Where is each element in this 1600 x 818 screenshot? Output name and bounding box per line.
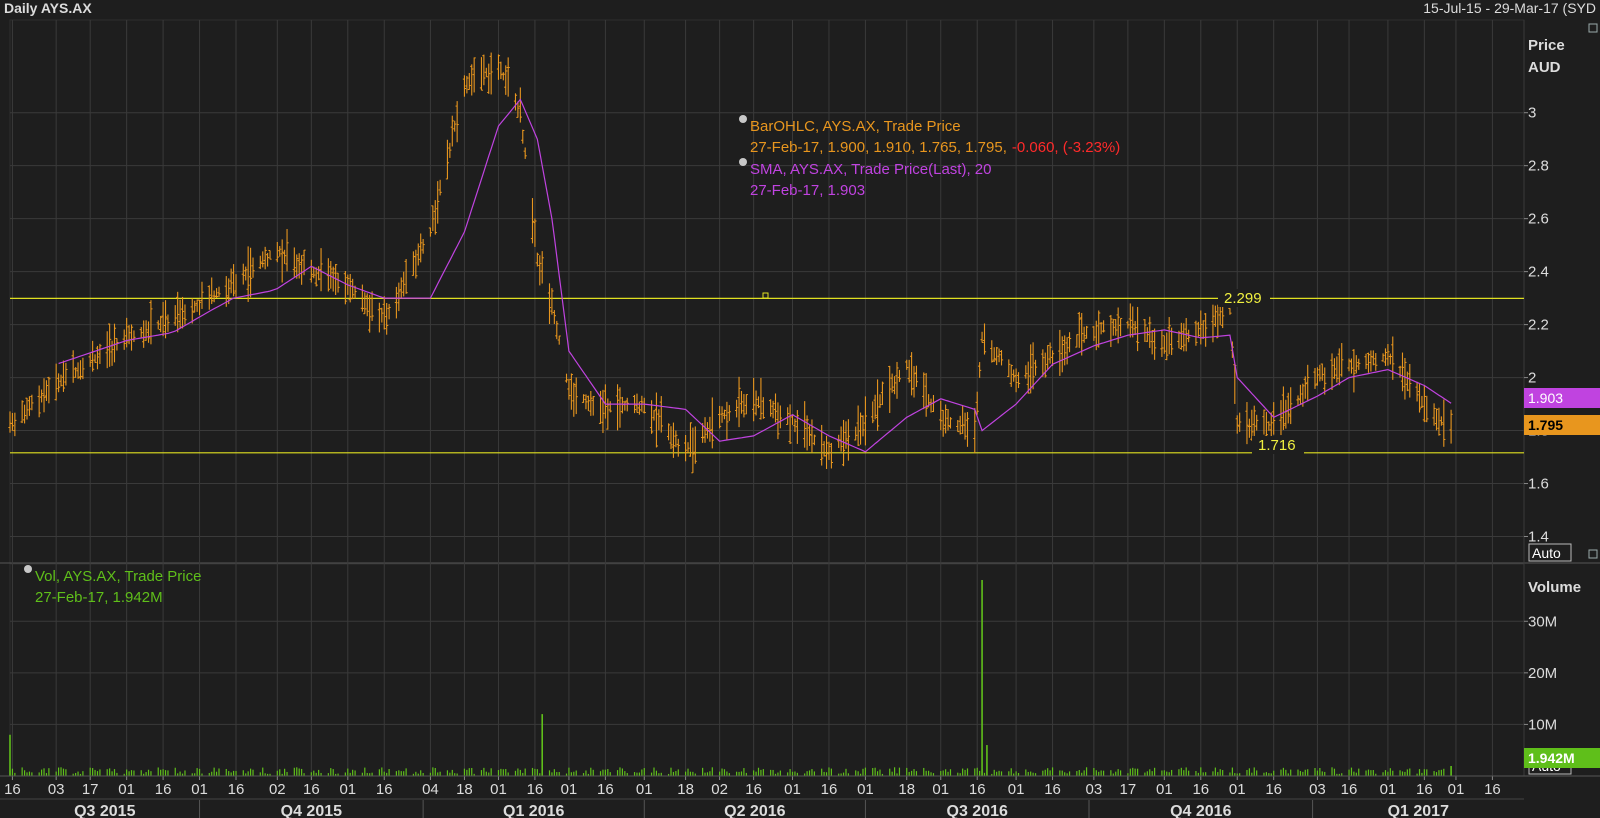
date-tick-label: 03: [1086, 781, 1103, 798]
date-tick-label: 01: [932, 781, 949, 798]
sma-line: [58, 98, 1452, 453]
grid-lines: [10, 20, 1524, 776]
price-tick-label: 2: [1528, 370, 1536, 387]
vol-legend-name: Vol, AYS.AX, Trade Price: [35, 568, 201, 585]
date-tick-label: 01: [784, 781, 801, 798]
date-tick-label: 01: [1008, 781, 1025, 798]
quarter-label: Q4 2016: [1170, 803, 1231, 818]
date-tick-label: 01: [339, 781, 356, 798]
date-tick-label: 16: [597, 781, 614, 798]
ref-line-handle[interactable]: [762, 292, 769, 299]
price-tick-label: 3: [1528, 105, 1536, 122]
ref-low-label: 1.716: [1258, 437, 1296, 454]
date-tick-label: 16: [4, 781, 21, 798]
date-tick-label: 16: [228, 781, 245, 798]
volume-tick-label: 30M: [1528, 613, 1557, 630]
price-tick-label: 2.2: [1528, 317, 1549, 334]
date-range: 15-Jul-15 - 29-Mar-17 (SYD: [1423, 0, 1596, 16]
date-tick-label: 16: [1484, 781, 1501, 798]
date-tick-label: 16: [1416, 781, 1433, 798]
bar-legend-name: BarOHLC, AYS.AX, Trade Price: [750, 118, 961, 135]
price-tick-label: 2.4: [1528, 264, 1549, 281]
price-tick-label: 2.6: [1528, 211, 1549, 228]
volume-tick-label: 10M: [1528, 716, 1557, 733]
quarter-label: Q3 2015: [74, 803, 135, 818]
date-tick-label: 16: [821, 781, 838, 798]
date-tick-label: 16: [1341, 781, 1358, 798]
vol-legend-icon[interactable]: [24, 565, 32, 573]
price-axis-title: Price: [1528, 37, 1565, 54]
bar-legend-line: 27-Feb-17, 1.900, 1.910, 1.765, 1.795, -0…: [750, 139, 1120, 156]
date-tick-label: 16: [155, 781, 172, 798]
quarter-label: Q1 2017: [1388, 803, 1449, 818]
sma-last-badge: [1524, 388, 1600, 408]
price-tick-label: 1.6: [1528, 476, 1549, 493]
date-axis: 16 03 17 01 16 01 16 02 16 01 16 04 18 01 16 01 16 01 18 02…: [0, 775, 1600, 818]
vol-legend-values: 27-Feb-17, 1.942M: [35, 589, 163, 606]
date-tick-label: 01: [490, 781, 507, 798]
bar-legend-icon[interactable]: [739, 115, 747, 123]
date-tick-label: 16: [527, 781, 544, 798]
volume-axis-title: Volume: [1528, 579, 1581, 596]
date-tick-label: 16: [1192, 781, 1209, 798]
chart-title: Daily AYS.AX: [4, 0, 92, 16]
panel-menu-icon[interactable]: [1588, 549, 1598, 559]
date-tick-label: 01: [561, 781, 578, 798]
date-tick-label: 16: [376, 781, 393, 798]
quarter-label: Q1 2016: [503, 803, 564, 818]
date-tick-label: 17: [82, 781, 99, 798]
bar-legend-values: 27-Feb-17, 1.900, 1.910, 1.765, 1.795,: [750, 139, 1007, 156]
date-tick-label: 16: [1265, 781, 1282, 798]
ref-high-label-bg: [1218, 289, 1270, 307]
price-auto-button[interactable]: [1528, 543, 1572, 562]
ref-high-label: 2.299: [1224, 290, 1262, 307]
date-tick-label: 01: [1156, 781, 1173, 798]
quarter-label: Q3 2016: [947, 803, 1008, 818]
volume-last-value: 1.942M: [1528, 750, 1575, 766]
date-tick-label: 01: [1380, 781, 1397, 798]
price-last-badge: [1524, 415, 1600, 435]
ref-low-label-bg: [1252, 436, 1304, 454]
price-auto-label: Auto: [1532, 545, 1561, 561]
date-tick-label: 02: [269, 781, 286, 798]
date-tick-label: 01: [1229, 781, 1246, 798]
quarter-label: Q2 2016: [724, 803, 785, 818]
volume-last-badge: [1524, 748, 1600, 768]
date-tick-label: 17: [1120, 781, 1137, 798]
sma-legend-name: SMA, AYS.AX, Trade Price(Last), 20: [750, 161, 992, 178]
volume-tick-label: 20M: [1528, 665, 1557, 682]
date-tick-label: 01: [118, 781, 135, 798]
date-tick-label: 03: [1309, 781, 1326, 798]
bar-legend-change: -0.060, (-3.23%): [1012, 139, 1120, 156]
price-tick-label: 1.4: [1528, 529, 1549, 546]
date-tick-label: 16: [1044, 781, 1061, 798]
date-tick-label: 18: [898, 781, 915, 798]
date-tick-label: 18: [456, 781, 473, 798]
date-tick-label: 01: [191, 781, 208, 798]
price-tick-label: 2.8: [1528, 158, 1549, 175]
price-last-value: 1.795: [1528, 417, 1563, 433]
date-tick-label: 03: [48, 781, 65, 798]
date-tick-label: 01: [636, 781, 653, 798]
sma-legend-values: 27-Feb-17, 1.903: [750, 182, 865, 199]
price-axis-unit: AUD: [1528, 59, 1561, 76]
sma-legend-icon[interactable]: [739, 158, 747, 166]
date-tick-label: 16: [303, 781, 320, 798]
sma-last-value: 1.903: [1528, 390, 1563, 406]
date-tick-label: 02: [711, 781, 728, 798]
price-axis: 1.41.61.822.22.42.62.83: [1524, 105, 1549, 546]
date-tick-label: 04: [422, 781, 439, 798]
date-tick-label: 18: [677, 781, 694, 798]
date-tick-label: 16: [969, 781, 986, 798]
volume-axis: 10M 20M 30M: [1524, 613, 1557, 733]
date-tick-label: 01: [1448, 781, 1465, 798]
ohlc-bars: [8, 52, 1453, 474]
quarter-label: Q4 2015: [281, 803, 342, 818]
date-tick-label: 01: [857, 781, 874, 798]
panel-restore-icon[interactable]: [1588, 23, 1598, 33]
date-tick-label: 16: [745, 781, 762, 798]
